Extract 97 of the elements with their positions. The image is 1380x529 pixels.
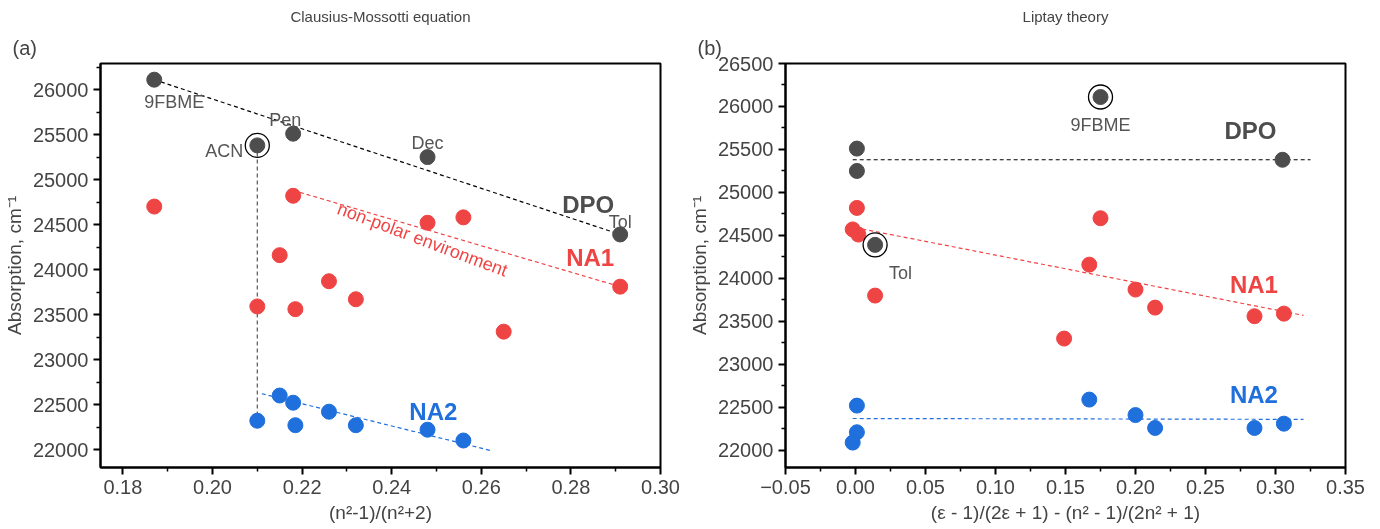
point bbox=[419, 421, 436, 438]
point bbox=[848, 199, 865, 216]
x-axis-title: (n²-1)/(n²+2) bbox=[329, 501, 432, 523]
point bbox=[1147, 299, 1164, 316]
y-tick-label: 26000 bbox=[717, 95, 774, 118]
series-label: DPO bbox=[1224, 116, 1277, 144]
point bbox=[285, 187, 302, 204]
y-tick-label: 24000 bbox=[32, 258, 89, 281]
y-tick-label: 25500 bbox=[717, 138, 774, 161]
chart-title: Liptay theory bbox=[1022, 7, 1109, 25]
annotation: Dec bbox=[411, 133, 444, 154]
point bbox=[612, 278, 629, 295]
annotation: Tol bbox=[889, 262, 913, 283]
y-tick-label: 22000 bbox=[717, 439, 774, 462]
x-tick-label: 0.30 bbox=[1256, 475, 1295, 498]
y-tick-label: 23000 bbox=[717, 353, 774, 376]
series-label: NA1 bbox=[1229, 270, 1278, 298]
point bbox=[287, 301, 304, 318]
annotation: 9FBME bbox=[144, 91, 205, 112]
point bbox=[419, 149, 436, 166]
x-tick-label: 0.18 bbox=[103, 475, 143, 498]
series-label: NA2 bbox=[1229, 380, 1278, 408]
y-tick-label: 24500 bbox=[717, 224, 774, 247]
series-label: NA2 bbox=[409, 397, 458, 425]
point bbox=[1081, 391, 1098, 408]
point bbox=[146, 71, 163, 88]
y-tick-label: 24000 bbox=[717, 267, 774, 290]
y-tick-label: 25000 bbox=[32, 168, 89, 191]
chart-title: Clausius-Mossotti equation bbox=[290, 7, 471, 25]
point bbox=[1275, 415, 1292, 432]
point bbox=[1092, 210, 1109, 227]
point bbox=[1246, 419, 1263, 436]
y-tick-label: 23000 bbox=[32, 348, 89, 371]
point bbox=[146, 198, 163, 215]
y-tick-label: 22000 bbox=[32, 438, 89, 461]
point bbox=[1246, 308, 1263, 325]
x-tick-label: 0.24 bbox=[372, 475, 412, 498]
point bbox=[244, 132, 270, 159]
point bbox=[249, 298, 266, 315]
point bbox=[850, 226, 867, 243]
y-tick-label: 26000 bbox=[32, 78, 89, 101]
point bbox=[848, 140, 865, 157]
point bbox=[347, 291, 364, 308]
point bbox=[1275, 305, 1292, 322]
point bbox=[455, 209, 472, 226]
point bbox=[848, 162, 865, 179]
annotation: 9FBME bbox=[1070, 115, 1131, 136]
point bbox=[844, 434, 861, 451]
point bbox=[1081, 256, 1098, 273]
y-axis-title: Absorption, cm⁻¹ bbox=[3, 195, 25, 336]
x-tick-label: 0.05 bbox=[906, 475, 945, 498]
x-tick-label: 0.25 bbox=[1186, 475, 1225, 498]
x-tick-label: 0.20 bbox=[1116, 475, 1155, 498]
y-tick-label: 23500 bbox=[32, 303, 89, 326]
point bbox=[285, 125, 302, 142]
point bbox=[285, 394, 302, 411]
series-label: NA1 bbox=[566, 243, 615, 271]
x-tick-label: 0.26 bbox=[461, 475, 501, 498]
point bbox=[271, 247, 288, 264]
x-tick-label: 0.28 bbox=[551, 475, 591, 498]
y-axis-title: Absorption, cm⁻¹ bbox=[688, 195, 710, 336]
point bbox=[419, 214, 436, 231]
point bbox=[249, 412, 266, 429]
y-tick-label: 25000 bbox=[717, 181, 774, 204]
x-tick-label: 0.22 bbox=[282, 475, 322, 498]
point bbox=[287, 417, 304, 434]
y-tick-label: 23500 bbox=[717, 310, 774, 333]
x-tick-label: 0.30 bbox=[641, 475, 680, 498]
x-tick-label: 0.15 bbox=[1046, 475, 1085, 498]
point bbox=[347, 417, 364, 434]
point bbox=[1127, 407, 1144, 424]
x-tick-label: 0.00 bbox=[836, 475, 875, 498]
point bbox=[320, 403, 337, 420]
x-axis-title: (ε - 1)/(2ε + 1) - (n² - 1)/(2n² + 1) bbox=[930, 501, 1201, 523]
x-tick-label: 0.35 bbox=[1326, 475, 1365, 498]
point bbox=[862, 232, 888, 258]
point bbox=[455, 432, 472, 449]
point bbox=[495, 323, 512, 340]
x-tick-label: 0.10 bbox=[976, 475, 1015, 498]
x-tick-label: −0.05 bbox=[760, 475, 811, 498]
point bbox=[1056, 330, 1073, 347]
point bbox=[848, 397, 865, 414]
point bbox=[1147, 419, 1164, 436]
y-tick-label: 22500 bbox=[32, 393, 89, 416]
annotation: Pen bbox=[269, 109, 302, 130]
y-tick-label: 24500 bbox=[32, 213, 89, 236]
annotation: ACN bbox=[205, 141, 244, 162]
text: (a) bbox=[12, 36, 37, 59]
point bbox=[1274, 151, 1291, 168]
point bbox=[271, 387, 288, 404]
x-tick-label: 0.20 bbox=[193, 475, 232, 498]
point bbox=[320, 273, 337, 290]
y-tick-label: 22500 bbox=[717, 396, 774, 419]
point bbox=[1127, 281, 1144, 298]
y-tick-label: 25500 bbox=[32, 123, 89, 146]
point bbox=[867, 287, 884, 304]
point bbox=[1087, 84, 1114, 110]
